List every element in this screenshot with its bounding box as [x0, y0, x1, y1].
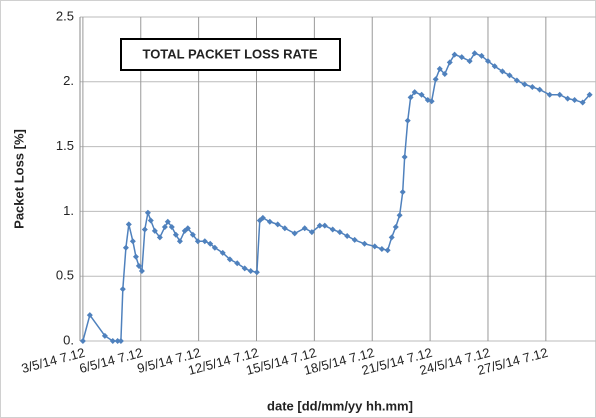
- data-marker: [194, 238, 201, 245]
- data-marker: [241, 265, 248, 272]
- data-marker: [466, 58, 473, 65]
- data-marker: [344, 233, 351, 240]
- data-marker: [308, 229, 315, 236]
- data-marker: [132, 253, 139, 260]
- data-marker: [129, 238, 136, 245]
- data-marker: [446, 59, 453, 66]
- data-marker: [378, 245, 385, 252]
- data-marker: [536, 86, 543, 93]
- chart-title: TOTAL PACKET LOSS RATE: [142, 46, 317, 61]
- data-marker: [586, 91, 593, 98]
- data-marker: [259, 214, 266, 221]
- data-marker: [274, 221, 281, 228]
- data-marker: [291, 230, 298, 237]
- data-marker: [478, 52, 485, 59]
- data-marker: [556, 91, 563, 98]
- data-marker: [521, 81, 528, 88]
- y-tick-label: 0.5: [56, 268, 74, 283]
- data-marker: [234, 260, 241, 267]
- y-tick-label: 0.: [63, 332, 74, 347]
- y-tick-label: 2.5: [56, 8, 74, 23]
- data-marker: [211, 244, 218, 251]
- data-marker: [471, 50, 478, 57]
- data-marker: [432, 76, 439, 83]
- data-marker: [189, 231, 196, 238]
- data-marker: [458, 54, 465, 61]
- data-marker: [404, 117, 411, 124]
- y-tick-label: 1.: [63, 203, 74, 218]
- data-marker: [396, 212, 403, 219]
- data-marker: [301, 225, 308, 232]
- data-marker: [361, 240, 368, 247]
- data-marker: [147, 217, 154, 224]
- data-marker: [125, 221, 132, 228]
- data-marker: [499, 68, 506, 75]
- y-tick-label: 1.5: [56, 138, 74, 153]
- data-marker: [151, 227, 158, 234]
- data-marker: [329, 226, 336, 233]
- data-marker: [176, 238, 183, 245]
- data-marker: [418, 91, 425, 98]
- data-marker: [491, 63, 498, 70]
- data-marker: [321, 222, 328, 229]
- data-marker: [401, 153, 408, 160]
- title-box: [120, 38, 341, 71]
- data-marker: [513, 77, 520, 84]
- data-marker: [138, 268, 145, 275]
- y-axis-label: Packet Loss [%]: [11, 129, 26, 229]
- data-marker: [119, 286, 126, 293]
- data-marker: [441, 71, 448, 78]
- data-marker: [156, 234, 163, 241]
- data-marker: [253, 269, 260, 276]
- data-marker: [351, 236, 358, 243]
- data-marker: [316, 222, 323, 229]
- data-marker: [219, 249, 226, 256]
- data-marker: [529, 83, 536, 90]
- data-marker: [117, 338, 124, 344]
- data-marker: [506, 72, 513, 79]
- data-marker: [371, 243, 378, 250]
- data-marker: [144, 209, 151, 216]
- data-marker: [451, 51, 458, 58]
- data-marker: [86, 312, 93, 319]
- data-marker: [141, 226, 148, 233]
- data-marker: [407, 94, 414, 101]
- x-axis-label: date [dd/mm/yy hh.mm]: [267, 398, 413, 413]
- data-marker: [114, 338, 121, 344]
- data-marker: [336, 229, 343, 236]
- data-marker: [564, 95, 571, 102]
- data-marker: [384, 247, 391, 254]
- data-marker: [247, 268, 254, 275]
- data-marker: [172, 231, 179, 238]
- data-marker: [266, 218, 273, 225]
- data-marker: [207, 240, 214, 247]
- data-marker: [168, 223, 175, 230]
- data-marker: [436, 65, 443, 72]
- data-marker: [428, 98, 435, 105]
- data-marker: [101, 332, 108, 339]
- data-marker: [392, 223, 399, 230]
- data-marker: [281, 225, 288, 232]
- data-marker: [122, 244, 129, 251]
- data-marker: [546, 91, 553, 98]
- data-marker: [226, 256, 233, 263]
- data-marker: [579, 99, 586, 106]
- data-marker: [571, 96, 578, 103]
- data-marker: [484, 58, 491, 65]
- data-marker: [399, 188, 406, 195]
- y-tick-label: 2.: [63, 73, 74, 88]
- data-marker: [164, 218, 171, 225]
- data-marker: [79, 338, 86, 344]
- data-marker: [109, 338, 116, 344]
- data-marker: [161, 223, 168, 230]
- data-line: [82, 52, 591, 342]
- data-marker: [201, 238, 208, 245]
- data-marker: [184, 225, 191, 232]
- data-marker: [388, 234, 395, 241]
- data-marker: [135, 262, 142, 269]
- data-marker: [411, 89, 418, 96]
